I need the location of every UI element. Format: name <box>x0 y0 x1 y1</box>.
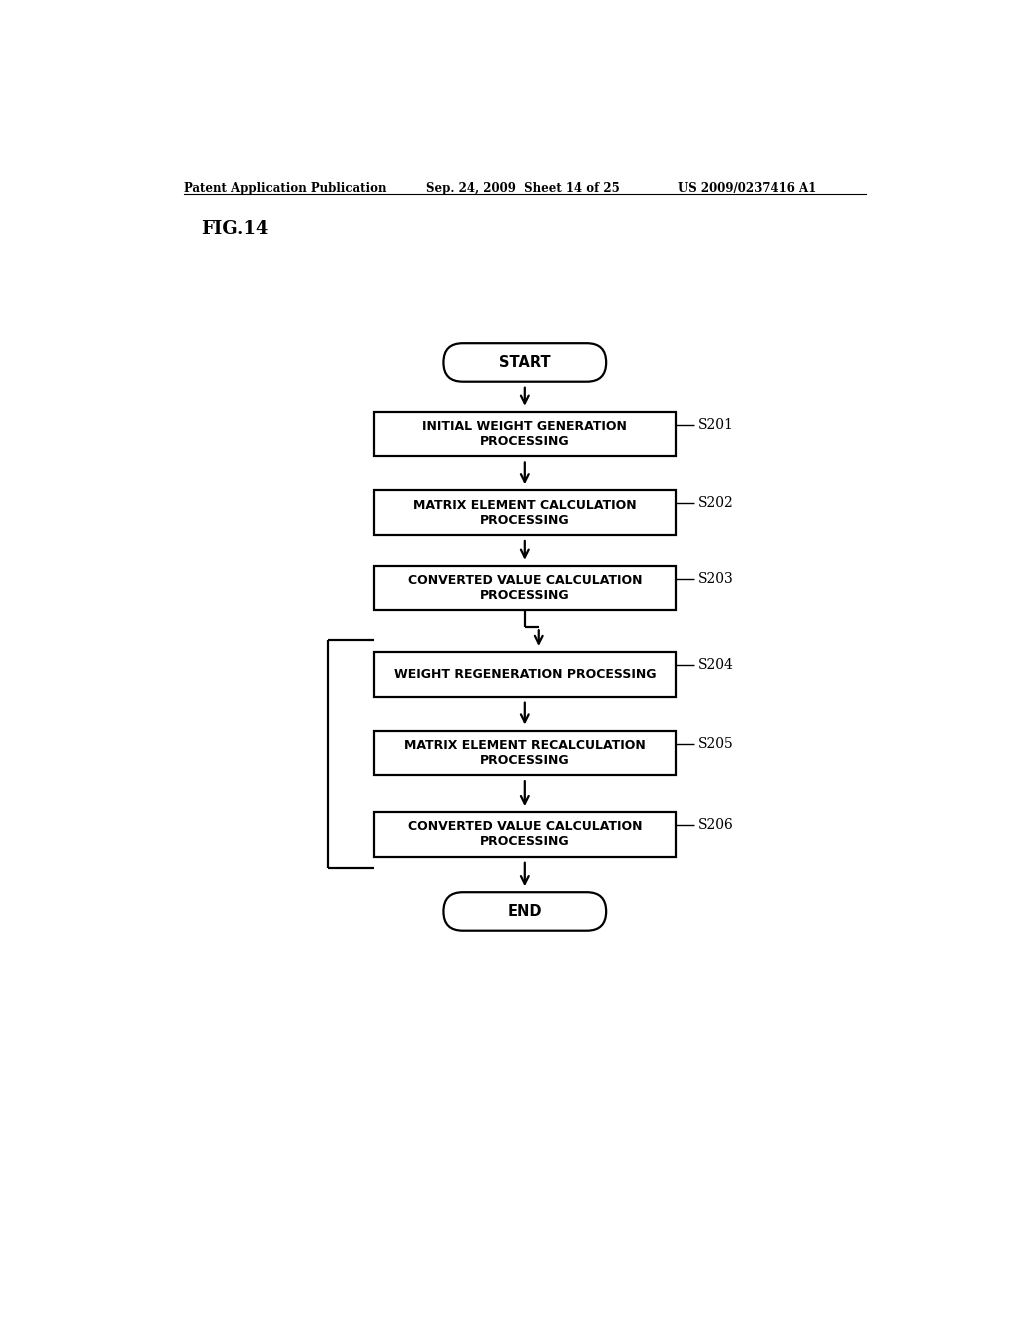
Text: S202: S202 <box>697 496 733 511</box>
Text: S201: S201 <box>697 418 733 432</box>
Text: FIG.14: FIG.14 <box>202 220 269 238</box>
Text: S206: S206 <box>697 818 733 832</box>
FancyBboxPatch shape <box>374 652 676 697</box>
Text: S203: S203 <box>697 572 733 586</box>
Text: Patent Application Publication: Patent Application Publication <box>183 182 386 194</box>
Text: CONVERTED VALUE CALCULATION
PROCESSING: CONVERTED VALUE CALCULATION PROCESSING <box>408 821 642 849</box>
Text: CONVERTED VALUE CALCULATION
PROCESSING: CONVERTED VALUE CALCULATION PROCESSING <box>408 574 642 602</box>
Text: MATRIX ELEMENT CALCULATION
PROCESSING: MATRIX ELEMENT CALCULATION PROCESSING <box>413 499 637 527</box>
FancyBboxPatch shape <box>443 892 606 931</box>
FancyBboxPatch shape <box>374 812 676 857</box>
Text: Sep. 24, 2009  Sheet 14 of 25: Sep. 24, 2009 Sheet 14 of 25 <box>426 182 621 194</box>
Text: S204: S204 <box>697 659 733 672</box>
Text: WEIGHT REGENERATION PROCESSING: WEIGHT REGENERATION PROCESSING <box>393 668 656 681</box>
FancyBboxPatch shape <box>374 412 676 457</box>
Text: S205: S205 <box>697 737 733 751</box>
Text: MATRIX ELEMENT RECALCULATION
PROCESSING: MATRIX ELEMENT RECALCULATION PROCESSING <box>403 739 646 767</box>
FancyBboxPatch shape <box>374 566 676 610</box>
FancyBboxPatch shape <box>374 730 676 775</box>
Text: START: START <box>499 355 551 370</box>
FancyBboxPatch shape <box>443 343 606 381</box>
Text: END: END <box>508 904 542 919</box>
Text: INITIAL WEIGHT GENERATION
PROCESSING: INITIAL WEIGHT GENERATION PROCESSING <box>422 420 628 447</box>
Text: US 2009/0237416 A1: US 2009/0237416 A1 <box>678 182 816 194</box>
FancyBboxPatch shape <box>374 490 676 535</box>
